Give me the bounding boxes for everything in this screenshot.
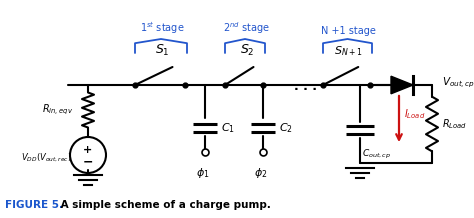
Text: . . .: . . . <box>294 80 318 92</box>
Polygon shape <box>391 76 413 94</box>
Text: $V_{out,cp}$: $V_{out,cp}$ <box>442 76 474 90</box>
Text: $I_{Load}$: $I_{Load}$ <box>404 107 425 121</box>
Text: $S_1$: $S_1$ <box>155 43 169 58</box>
Text: −: − <box>83 155 93 169</box>
Text: $\phi_2$: $\phi_2$ <box>254 166 268 180</box>
Text: FIGURE 5.: FIGURE 5. <box>5 200 63 210</box>
Text: 2$^{nd}$ stage: 2$^{nd}$ stage <box>222 20 269 36</box>
Text: $R_{Load}$: $R_{Load}$ <box>442 117 467 131</box>
Text: +: + <box>83 145 92 155</box>
Text: $V_{DD}(V_{out,rec})$: $V_{DD}(V_{out,rec})$ <box>21 152 71 164</box>
Text: $C_{out,cp}$: $C_{out,cp}$ <box>362 148 391 161</box>
Text: A simple scheme of a charge pump.: A simple scheme of a charge pump. <box>57 200 271 210</box>
Text: N +1 stage: N +1 stage <box>321 26 376 36</box>
Text: $R_{in,eqv}$: $R_{in,eqv}$ <box>43 103 73 117</box>
Text: $S_{N+1}$: $S_{N+1}$ <box>334 44 363 58</box>
Text: $S_2$: $S_2$ <box>240 43 254 58</box>
Text: $\phi_1$: $\phi_1$ <box>196 166 210 180</box>
Text: 1$^{st}$ stage: 1$^{st}$ stage <box>140 20 184 36</box>
Text: $C_1$: $C_1$ <box>221 121 235 135</box>
Text: $C_2$: $C_2$ <box>279 121 293 135</box>
